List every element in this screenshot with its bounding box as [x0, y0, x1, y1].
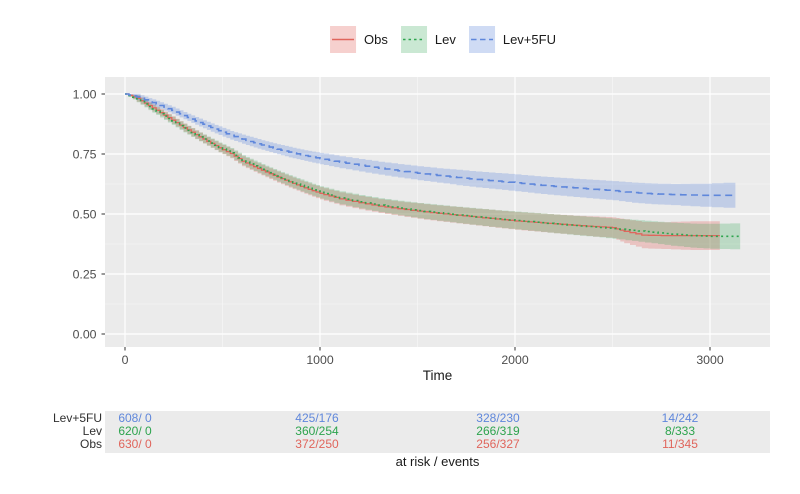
grid-minor — [105, 77, 770, 347]
risk-value: 256/327 — [476, 437, 520, 451]
legend-item-obs: Obs — [330, 26, 388, 53]
grid-major — [105, 77, 770, 347]
x-tick-label: 2000 — [501, 353, 529, 367]
risk-value: 620/ 0 — [118, 424, 152, 438]
y-tick-label: 0.75 — [73, 147, 97, 161]
risk-value: 608/ 0 — [118, 411, 152, 425]
risk-table-row-obs: Obs 630/ 0 372/250 256/327 11/345 — [0, 438, 800, 451]
risk-row-label: Lev+5FU — [52, 411, 102, 425]
risk-value: 372/250 — [295, 437, 339, 451]
x-axis-title: Time — [422, 368, 453, 383]
risk-value: 360/254 — [295, 424, 339, 438]
risk-value: 11/345 — [662, 437, 698, 451]
y-tick-label: 1.00 — [73, 87, 97, 101]
risk-value: 328/230 — [476, 411, 520, 425]
risk-value: 14/242 — [661, 411, 699, 425]
risk-table-caption: at risk / events — [395, 454, 480, 469]
legend-item-lev: Lev — [400, 26, 456, 53]
risk-value: 8/333 — [664, 424, 696, 438]
legend-label-obs: Obs — [364, 32, 388, 47]
legend-key-obs — [330, 26, 357, 53]
legend-key-lev5fu — [468, 26, 495, 53]
risk-value: 266/319 — [476, 424, 520, 438]
axis-ticks — [101, 93, 711, 351]
lev-line-sample-icon — [402, 38, 425, 41]
risk-value: 425/176 — [295, 411, 339, 425]
lev5fu-line-sample-icon — [470, 38, 493, 41]
risk-table-row-lev: Lev 620/ 0 360/254 266/319 8/333 — [0, 425, 800, 438]
survival-curve-lev5fu — [125, 93, 736, 197]
risk-row-label: Lev — [82, 424, 102, 438]
risk-row-label: Obs — [79, 437, 102, 451]
legend-label-lev5fu: Lev+5FU — [502, 32, 556, 47]
x-tick-label: 3000 — [696, 353, 724, 367]
risk-value: 630/ 0 — [118, 437, 152, 451]
ci-ribbon-obs — [125, 94, 720, 250]
x-tick-label: 1000 — [306, 353, 334, 367]
risk-table-background — [105, 411, 770, 453]
legend-label-lev: Lev — [434, 32, 456, 47]
legend-key-lev — [400, 26, 427, 53]
y-tick-label: 0.25 — [73, 267, 97, 281]
risk-table-row-lev5fu: Lev+5FU 608/ 0 425/176 328/230 14/242 — [0, 412, 800, 425]
ci-ribbon-lev — [125, 94, 741, 250]
x-tick-label: 0 — [122, 353, 129, 367]
y-tick-label: 0.00 — [73, 327, 97, 341]
plot-legend: Obs Lev Lev+5FU — [330, 26, 556, 53]
survival-curve-lev — [125, 93, 741, 238]
legend-item-lev5fu: Lev+5FU — [468, 26, 556, 53]
obs-line-sample-icon — [332, 38, 355, 41]
y-tick-label: 0.50 — [73, 207, 97, 221]
ci-ribbon-lev5fu — [125, 93, 736, 209]
